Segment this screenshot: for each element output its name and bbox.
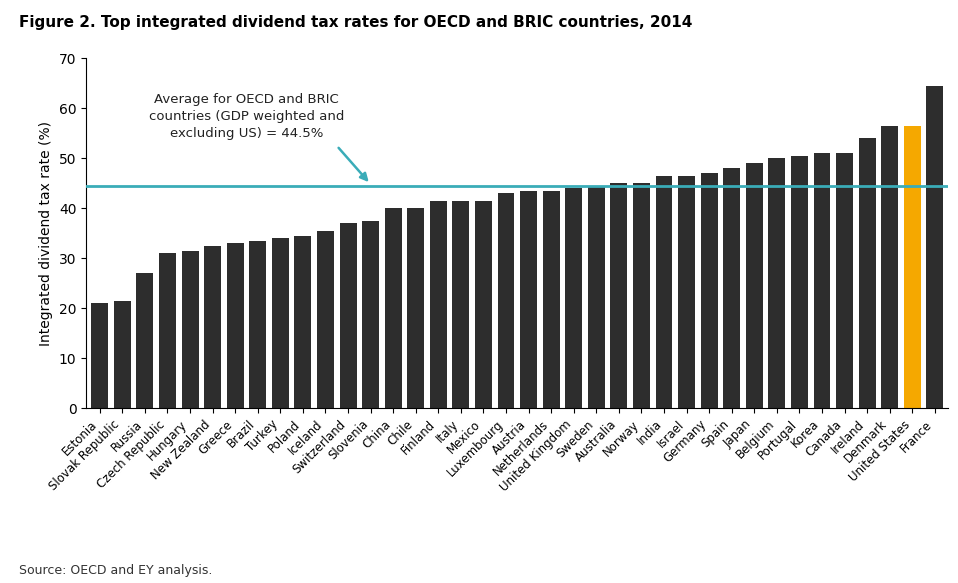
Text: Figure 2. Top integrated dividend tax rates for OECD and BRIC countries, 2014: Figure 2. Top integrated dividend tax ra… (19, 15, 693, 30)
Bar (633, 183, 650, 408)
Bar (836, 153, 853, 408)
Bar (768, 158, 786, 408)
Bar (249, 241, 266, 408)
Bar (362, 221, 379, 408)
Bar (588, 186, 604, 408)
Text: Source: OECD and EY analysis.: Source: OECD and EY analysis. (19, 564, 213, 577)
Bar (475, 201, 491, 408)
Bar (723, 168, 741, 408)
Bar (520, 191, 537, 408)
Bar (114, 301, 131, 408)
Bar (182, 251, 198, 408)
Bar (407, 208, 424, 408)
Bar (926, 86, 944, 408)
Bar (565, 188, 582, 408)
Bar (881, 126, 899, 408)
Text: Average for OECD and BRIC
countries (GDP weighted and
excluding US) = 44.5%: Average for OECD and BRIC countries (GDP… (148, 93, 344, 141)
Bar (497, 193, 514, 408)
Bar (227, 243, 243, 408)
Bar (858, 138, 876, 408)
Bar (452, 201, 469, 408)
Bar (272, 238, 288, 408)
Bar (903, 126, 921, 408)
Bar (678, 175, 696, 408)
Bar (204, 245, 221, 408)
Bar (700, 173, 718, 408)
Bar (655, 175, 673, 408)
Bar (791, 156, 808, 408)
Bar (430, 201, 446, 408)
Bar (385, 208, 401, 408)
Bar (136, 273, 153, 408)
Bar (543, 191, 559, 408)
Bar (159, 253, 176, 408)
Bar (91, 303, 108, 408)
Bar (294, 236, 311, 408)
Bar (813, 153, 831, 408)
Y-axis label: Integrated dividend tax rate (%): Integrated dividend tax rate (%) (39, 121, 54, 346)
Bar (339, 223, 356, 408)
Bar (317, 231, 334, 408)
Bar (610, 183, 627, 408)
Bar (746, 163, 763, 408)
